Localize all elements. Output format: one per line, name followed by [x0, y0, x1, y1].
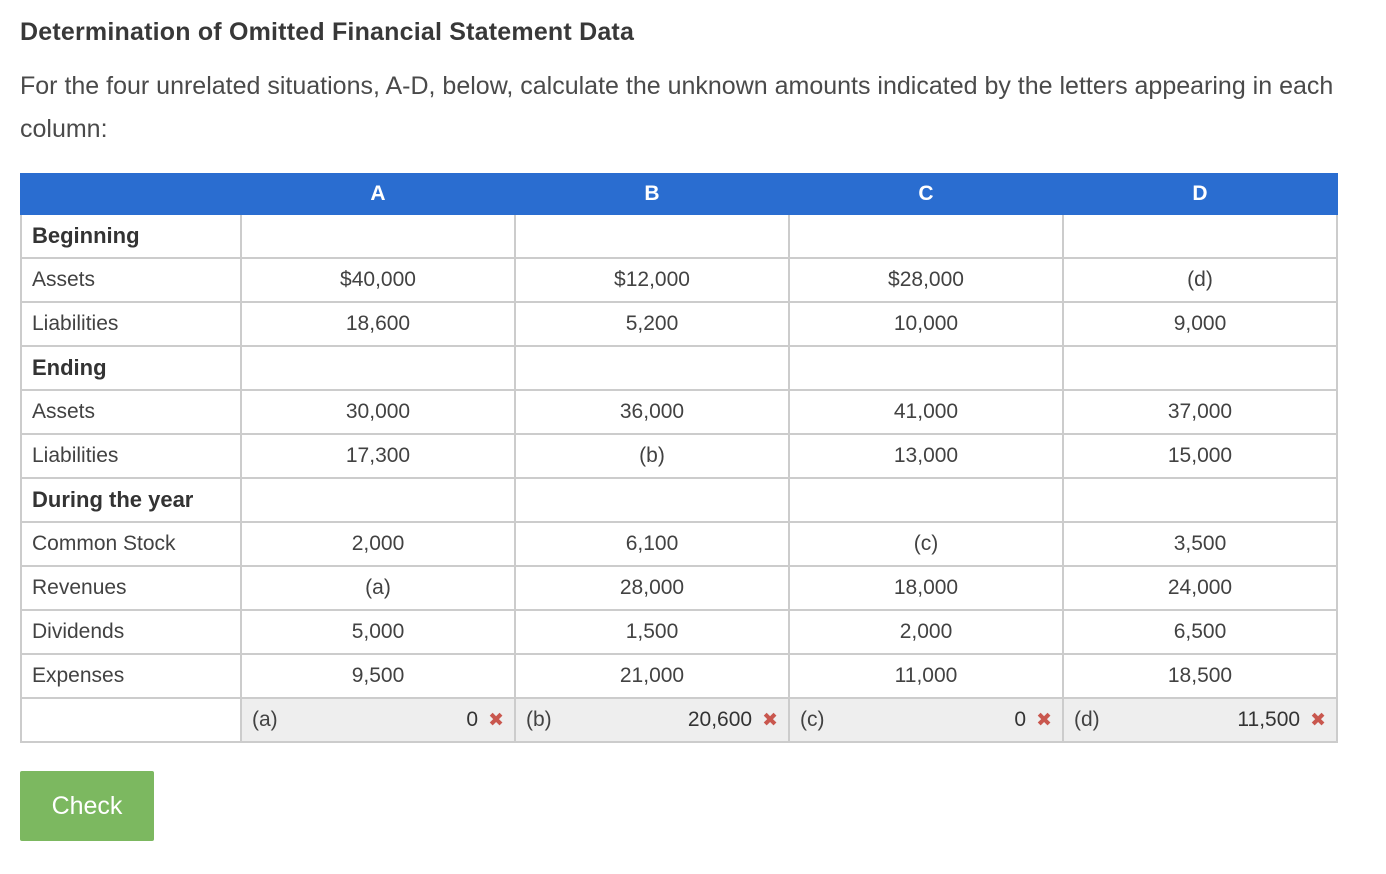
column-header-C: C [788, 173, 1064, 215]
cell-B-9: 1,500 [514, 609, 790, 655]
table-row-expenses: Expenses 9,500 21,000 11,000 18,500 [20, 653, 1338, 699]
row-label: Common Stock [20, 521, 242, 567]
table-corner-cell [20, 173, 242, 215]
cell-B-10: 21,000 [514, 653, 790, 699]
answer-value: 0 [466, 708, 479, 731]
cell-B-8: 28,000 [514, 565, 790, 611]
section-row-ending: Ending [20, 345, 1338, 391]
cell-C-3 [788, 345, 1064, 391]
page-title: Determination of Omitted Financial State… [20, 18, 635, 46]
cell-D-9: 6,500 [1062, 609, 1338, 655]
table-row-common-stock: Common Stock 2,000 6,100 (c) 3,500 [20, 521, 1338, 567]
row-label: Assets [20, 389, 242, 435]
cell-B-3 [514, 345, 790, 391]
cell-C-5: 13,000 [788, 433, 1064, 479]
table-row-dividends: Dividends 5,000 1,500 2,000 6,500 [20, 609, 1338, 655]
answer-input-c[interactable]: (c) 0 ✖ [788, 697, 1064, 743]
incorrect-x-icon: ✖ [1036, 709, 1052, 731]
cell-A-9: 5,000 [240, 609, 516, 655]
cell-B-4: 36,000 [514, 389, 790, 435]
cell-C-9: 2,000 [788, 609, 1064, 655]
cell-C-7: (c) [788, 521, 1064, 567]
column-header-D: D [1062, 173, 1338, 215]
cell-B-1: $12,000 [514, 257, 790, 303]
answer-row: (a) 0 ✖ (b) 20,600 ✖ (c) 0 ✖ (d) 11,500 ✖ [20, 697, 1338, 743]
cell-B-2: 5,200 [514, 301, 790, 347]
incorrect-x-icon: ✖ [488, 709, 504, 731]
row-label: Assets [20, 257, 242, 303]
answer-field: (c) 0 ✖ [800, 708, 1052, 732]
answer-input-a[interactable]: (a) 0 ✖ [240, 697, 516, 743]
column-header-A: A [240, 173, 516, 215]
cell-D-0 [1062, 213, 1338, 259]
cell-A-7: 2,000 [240, 521, 516, 567]
cell-C-4: 41,000 [788, 389, 1064, 435]
cell-D-1: (d) [1062, 257, 1338, 303]
cell-D-2: 9,000 [1062, 301, 1338, 347]
answer-row-blank-cell [20, 697, 242, 743]
cell-A-3 [240, 345, 516, 391]
answer-field: (d) 11,500 ✖ [1074, 708, 1326, 732]
cell-A-8: (a) [240, 565, 516, 611]
row-label: Expenses [20, 653, 242, 699]
cell-C-1: $28,000 [788, 257, 1064, 303]
cell-B-0 [514, 213, 790, 259]
cell-A-5: 17,300 [240, 433, 516, 479]
cell-D-8: 24,000 [1062, 565, 1338, 611]
cell-A-2: 18,600 [240, 301, 516, 347]
section-row-during-the-year: During the year [20, 477, 1338, 523]
row-label: Liabilities [20, 433, 242, 479]
row-label: Liabilities [20, 301, 242, 347]
cell-A-0 [240, 213, 516, 259]
cell-C-2: 10,000 [788, 301, 1064, 347]
cell-C-0 [788, 213, 1064, 259]
answer-label: (c) [800, 708, 825, 731]
cell-C-6 [788, 477, 1064, 523]
cell-A-4: 30,000 [240, 389, 516, 435]
column-header-B: B [514, 173, 790, 215]
cell-D-5: 15,000 [1062, 433, 1338, 479]
answer-value: 20,600 [687, 708, 753, 731]
answer-value: 11,500 [1237, 708, 1301, 731]
cell-B-7: 6,100 [514, 521, 790, 567]
incorrect-x-icon: ✖ [1310, 709, 1326, 731]
answer-input-b[interactable]: (b) 20,600 ✖ [514, 697, 790, 743]
cell-C-8: 18,000 [788, 565, 1064, 611]
answer-label: (a) [252, 708, 278, 731]
answer-label: (d) [1074, 708, 1100, 731]
cell-A-1: $40,000 [240, 257, 516, 303]
instructions-text: For the four unrelated situations, A-D, … [20, 72, 1334, 143]
answer-field: (a) 0 ✖ [252, 708, 504, 732]
answer-value: 0 [1014, 708, 1027, 731]
row-label: Ending [20, 345, 242, 391]
cell-B-5: (b) [514, 433, 790, 479]
table-row-revenues: Revenues (a) 28,000 18,000 24,000 [20, 565, 1338, 611]
cell-B-6 [514, 477, 790, 523]
cell-D-6 [1062, 477, 1338, 523]
answer-input-d[interactable]: (d) 11,500 ✖ [1062, 697, 1338, 743]
cell-D-3 [1062, 345, 1338, 391]
cell-D-10: 18,500 [1062, 653, 1338, 699]
answer-label: (b) [526, 708, 552, 731]
table-row-liabilities: Liabilities 18,600 5,200 10,000 9,000 [20, 301, 1338, 347]
row-label: Beginning [20, 213, 242, 259]
table-row-assets: Assets $40,000 $12,000 $28,000 (d) [20, 257, 1338, 303]
table-row-liabilities: Liabilities 17,300 (b) 13,000 15,000 [20, 433, 1338, 479]
cell-A-10: 9,500 [240, 653, 516, 699]
cell-D-4: 37,000 [1062, 389, 1338, 435]
row-label: Revenues [20, 565, 242, 611]
cell-A-6 [240, 477, 516, 523]
section-row-beginning: Beginning [20, 213, 1338, 259]
check-button[interactable]: Check [20, 771, 154, 841]
answer-field: (b) 20,600 ✖ [526, 708, 778, 732]
cell-D-7: 3,500 [1062, 521, 1338, 567]
row-label: Dividends [20, 609, 242, 655]
cell-C-10: 11,000 [788, 653, 1064, 699]
incorrect-x-icon: ✖ [762, 709, 778, 731]
row-label: During the year [20, 477, 242, 523]
table-row-assets: Assets 30,000 36,000 41,000 37,000 [20, 389, 1338, 435]
